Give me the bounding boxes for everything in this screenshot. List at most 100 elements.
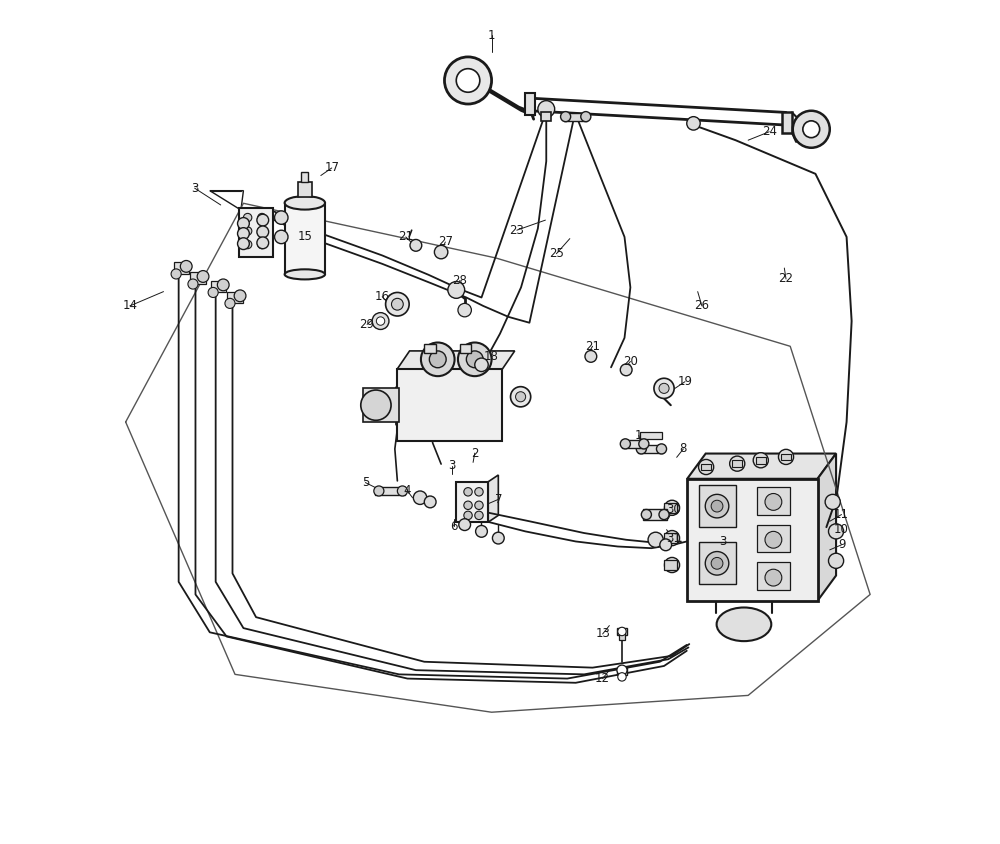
Text: 30: 30 (666, 503, 681, 516)
Circle shape (659, 510, 669, 520)
Circle shape (654, 378, 674, 398)
Text: 29: 29 (360, 318, 375, 331)
Text: 19: 19 (678, 375, 693, 388)
Text: 8: 8 (680, 442, 687, 456)
Ellipse shape (717, 608, 771, 641)
Circle shape (464, 488, 472, 496)
Bar (619, 633, 625, 640)
Bar (285, 203, 325, 274)
Circle shape (803, 121, 820, 138)
Text: 11: 11 (834, 508, 849, 521)
Circle shape (434, 246, 448, 259)
Circle shape (475, 488, 483, 496)
Text: 16: 16 (375, 290, 390, 303)
Bar (664, 533, 677, 544)
Circle shape (492, 533, 504, 544)
Circle shape (705, 495, 729, 518)
Circle shape (257, 214, 269, 226)
Circle shape (664, 500, 680, 516)
Bar (699, 543, 736, 584)
Circle shape (648, 533, 663, 548)
Bar (617, 628, 627, 635)
Circle shape (257, 237, 269, 249)
Circle shape (458, 343, 492, 376)
Text: 3: 3 (191, 181, 198, 195)
Bar (424, 344, 436, 353)
Circle shape (238, 228, 249, 240)
Bar (564, 113, 587, 121)
Circle shape (374, 486, 384, 496)
Circle shape (765, 494, 782, 511)
Circle shape (664, 557, 680, 572)
Circle shape (699, 459, 714, 474)
Bar (643, 510, 667, 520)
Circle shape (429, 351, 446, 368)
Ellipse shape (285, 269, 325, 279)
Bar (460, 344, 471, 353)
Bar (757, 525, 790, 552)
Bar (732, 460, 742, 467)
Circle shape (778, 449, 794, 464)
Circle shape (410, 240, 422, 252)
Ellipse shape (285, 196, 325, 209)
Text: 12: 12 (595, 672, 610, 685)
Circle shape (753, 452, 768, 468)
Text: 27: 27 (438, 235, 453, 248)
Bar (781, 453, 791, 460)
Circle shape (424, 496, 436, 508)
Text: 5: 5 (362, 476, 369, 489)
Circle shape (391, 298, 403, 310)
Circle shape (711, 500, 723, 512)
Text: 1: 1 (488, 29, 495, 41)
Bar (525, 93, 535, 115)
Circle shape (475, 358, 488, 371)
Circle shape (765, 532, 782, 549)
Circle shape (238, 238, 249, 250)
Circle shape (275, 211, 288, 225)
Bar (541, 112, 551, 121)
Circle shape (639, 439, 649, 449)
Text: 26: 26 (694, 300, 709, 312)
Circle shape (243, 227, 252, 235)
Circle shape (516, 392, 526, 402)
Text: 7: 7 (495, 493, 502, 506)
Circle shape (825, 495, 840, 510)
Circle shape (225, 298, 235, 308)
Circle shape (361, 390, 391, 420)
Text: 10: 10 (834, 523, 849, 536)
Circle shape (208, 288, 218, 297)
Circle shape (257, 226, 269, 238)
Circle shape (618, 673, 626, 681)
Text: 6: 6 (450, 520, 457, 533)
Circle shape (444, 57, 492, 104)
Circle shape (188, 279, 198, 289)
Circle shape (765, 569, 782, 586)
Bar (239, 208, 273, 257)
Polygon shape (818, 453, 836, 601)
Bar (664, 560, 677, 570)
Circle shape (561, 111, 571, 122)
Circle shape (180, 261, 192, 273)
Bar (301, 171, 308, 181)
Bar (397, 370, 502, 441)
Text: 14: 14 (122, 300, 137, 312)
Circle shape (197, 271, 209, 283)
Circle shape (656, 444, 667, 454)
Circle shape (538, 100, 555, 117)
Text: 23: 23 (509, 224, 524, 236)
Bar (701, 463, 711, 470)
Bar (456, 482, 488, 522)
Circle shape (660, 539, 672, 550)
Circle shape (705, 551, 729, 575)
Circle shape (618, 627, 626, 636)
Circle shape (258, 241, 266, 249)
Circle shape (258, 227, 266, 235)
Circle shape (238, 218, 249, 230)
Circle shape (372, 312, 389, 329)
Bar (699, 485, 736, 528)
Circle shape (464, 501, 472, 510)
Text: 3: 3 (719, 535, 727, 548)
Circle shape (421, 343, 455, 376)
Text: 31: 31 (666, 532, 681, 544)
Circle shape (171, 269, 181, 279)
